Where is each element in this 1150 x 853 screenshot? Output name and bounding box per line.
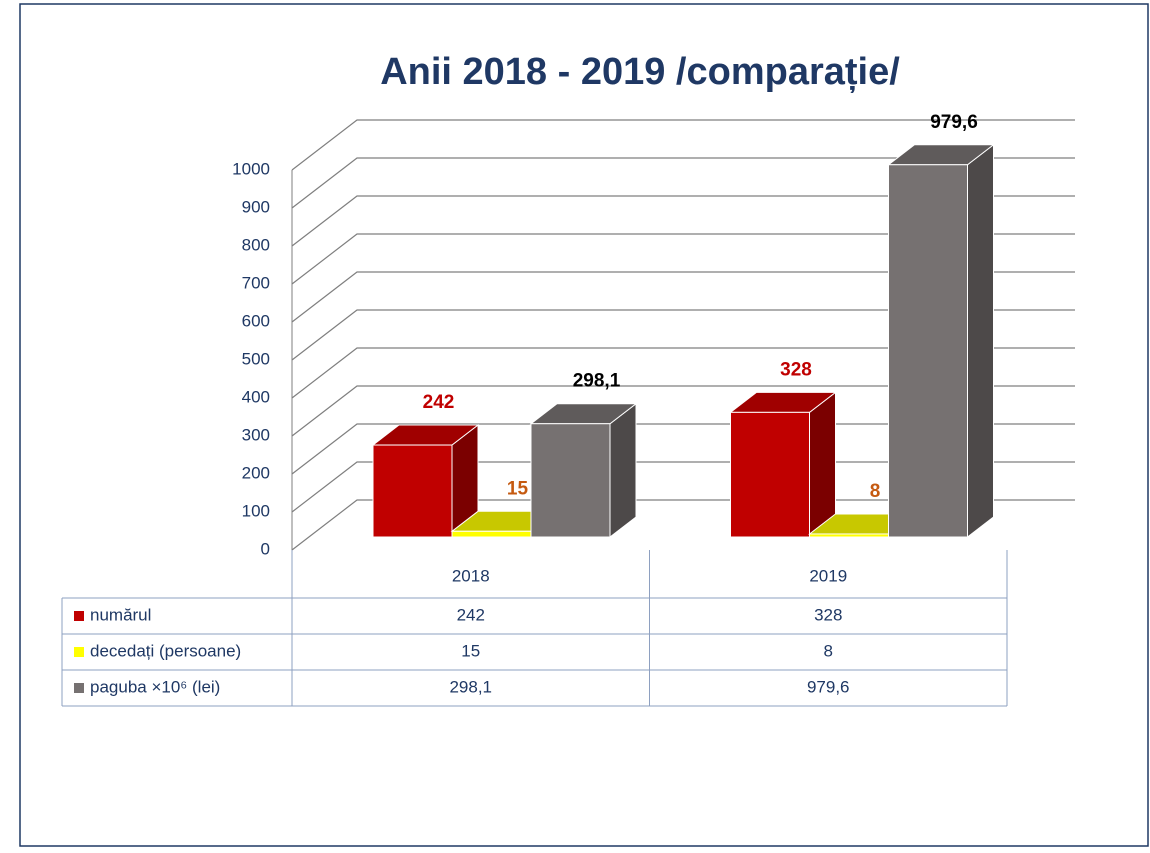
y-tick-label: 400 xyxy=(242,387,270,406)
y-tick-label: 100 xyxy=(242,501,270,520)
y-tick-label: 200 xyxy=(242,463,270,482)
grid-line xyxy=(291,119,1075,171)
bar-side xyxy=(967,143,994,539)
bar xyxy=(372,444,453,538)
frame xyxy=(19,3,1149,847)
grid-line xyxy=(291,309,1075,361)
bar xyxy=(809,533,889,538)
grid-line xyxy=(291,195,1075,247)
bar xyxy=(530,423,611,538)
y-tick-label: 600 xyxy=(242,311,270,330)
y-tick-label: 300 xyxy=(242,425,270,444)
grid-line xyxy=(291,385,1075,437)
x-tick-label: 2018 xyxy=(452,566,490,585)
y-tick-label: 800 xyxy=(242,235,270,254)
y-tick-label: 0 xyxy=(261,539,270,558)
y-tick-label: 500 xyxy=(242,349,270,368)
legend-marker xyxy=(74,647,84,657)
legend-label: decedați (persoane) xyxy=(90,641,241,660)
bar xyxy=(451,530,532,538)
legend-label: numărul xyxy=(90,605,151,624)
grid-line xyxy=(291,157,1075,209)
bar-side xyxy=(809,391,836,539)
data-label: 8 xyxy=(870,481,881,502)
bar-side xyxy=(609,402,637,539)
table-cell: 979,6 xyxy=(807,677,850,696)
y-tick-label: 900 xyxy=(242,197,270,216)
grid-line xyxy=(291,233,1075,285)
legend-marker xyxy=(74,611,84,621)
data-label: 979,6 xyxy=(930,112,978,133)
grid-line xyxy=(291,347,1075,399)
y-tick-label: 1000 xyxy=(232,159,270,178)
bar xyxy=(730,411,810,538)
data-label: 242 xyxy=(423,392,455,413)
legend-label: paguba ×10⁶ (lei) xyxy=(90,677,220,696)
table-cell: 242 xyxy=(457,605,485,624)
bar xyxy=(888,164,968,538)
table-cell: 298,1 xyxy=(449,677,492,696)
chart-title: Anii 2018 - 2019 /comparație/ xyxy=(380,51,900,93)
y-tick-label: 700 xyxy=(242,273,270,292)
table-cell: 15 xyxy=(461,641,480,660)
grid-line xyxy=(291,271,1075,323)
table-cell: 328 xyxy=(814,605,842,624)
legend-marker xyxy=(74,683,84,693)
data-label: 298,1 xyxy=(573,371,621,392)
x-tick-label: 2019 xyxy=(809,566,847,585)
data-label: 15 xyxy=(507,478,529,499)
table-cell: 8 xyxy=(824,641,833,660)
data-label: 328 xyxy=(780,359,812,380)
plot-area: 0 100 200 300 400 500 600 700 800 900 1000 242 15 298… xyxy=(61,112,1075,707)
